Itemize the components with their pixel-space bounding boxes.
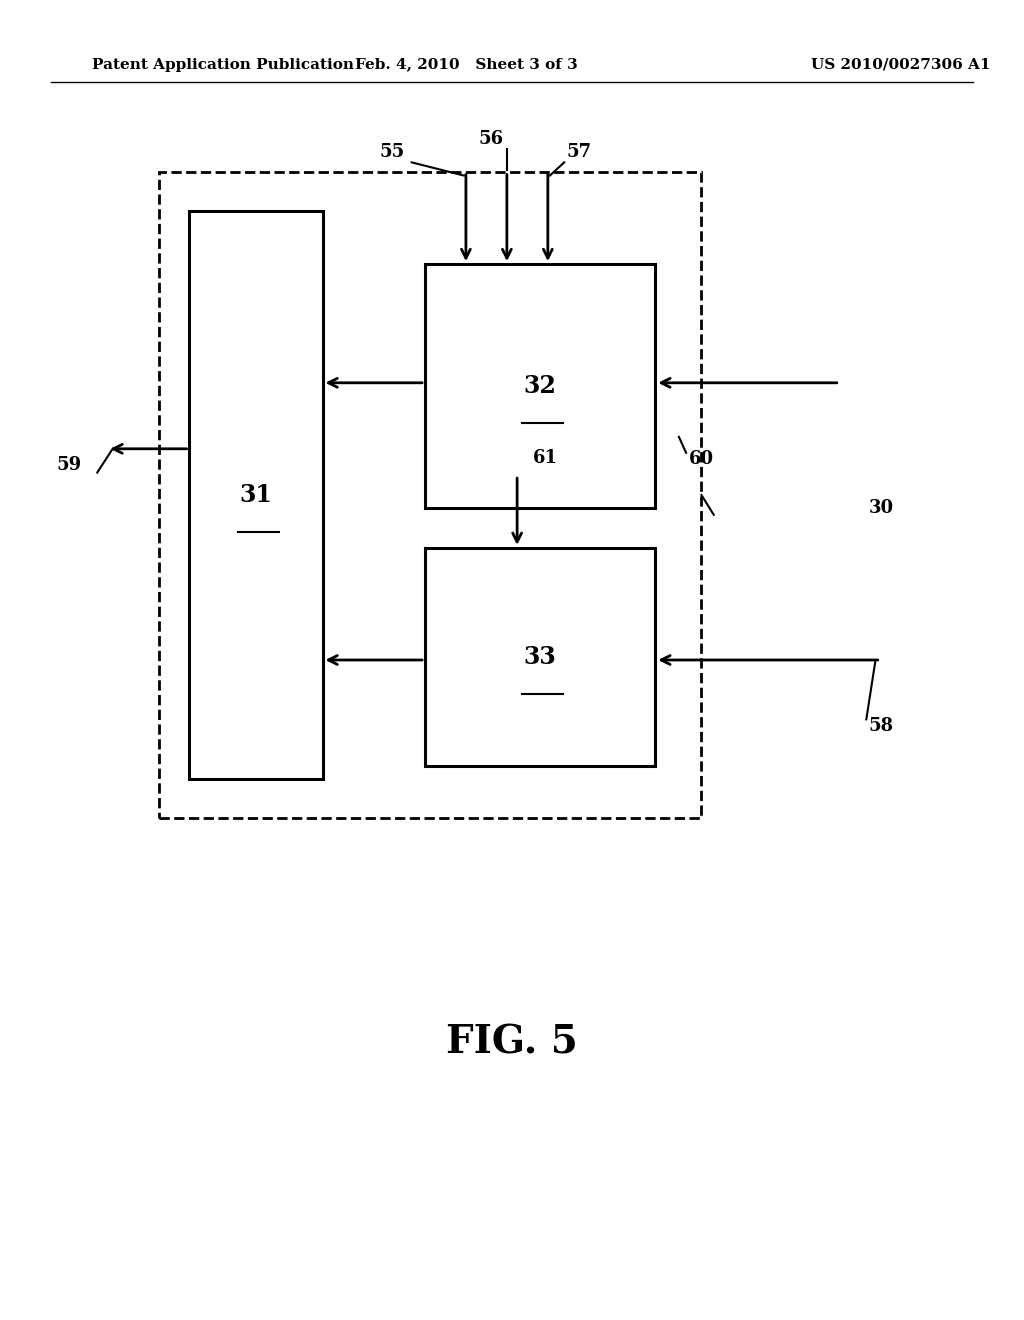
Bar bbox=[425, 548, 655, 766]
Text: 59: 59 bbox=[56, 455, 82, 474]
Text: FIG. 5: FIG. 5 bbox=[446, 1024, 578, 1061]
Text: US 2010/0027306 A1: US 2010/0027306 A1 bbox=[811, 58, 991, 71]
Text: 58: 58 bbox=[868, 717, 894, 735]
Bar bbox=[189, 211, 323, 779]
Text: 60: 60 bbox=[689, 450, 715, 469]
Text: Patent Application Publication: Patent Application Publication bbox=[92, 58, 354, 71]
Text: 55: 55 bbox=[379, 143, 404, 161]
Text: Feb. 4, 2010   Sheet 3 of 3: Feb. 4, 2010 Sheet 3 of 3 bbox=[354, 58, 578, 71]
Bar bbox=[159, 172, 701, 818]
Bar bbox=[425, 264, 655, 508]
Text: 57: 57 bbox=[566, 143, 592, 161]
Text: 31: 31 bbox=[240, 483, 272, 507]
Text: 61: 61 bbox=[532, 449, 557, 467]
Text: 32: 32 bbox=[523, 374, 557, 399]
Text: 30: 30 bbox=[868, 499, 894, 517]
Text: 33: 33 bbox=[524, 644, 556, 669]
Text: 56: 56 bbox=[479, 129, 504, 148]
